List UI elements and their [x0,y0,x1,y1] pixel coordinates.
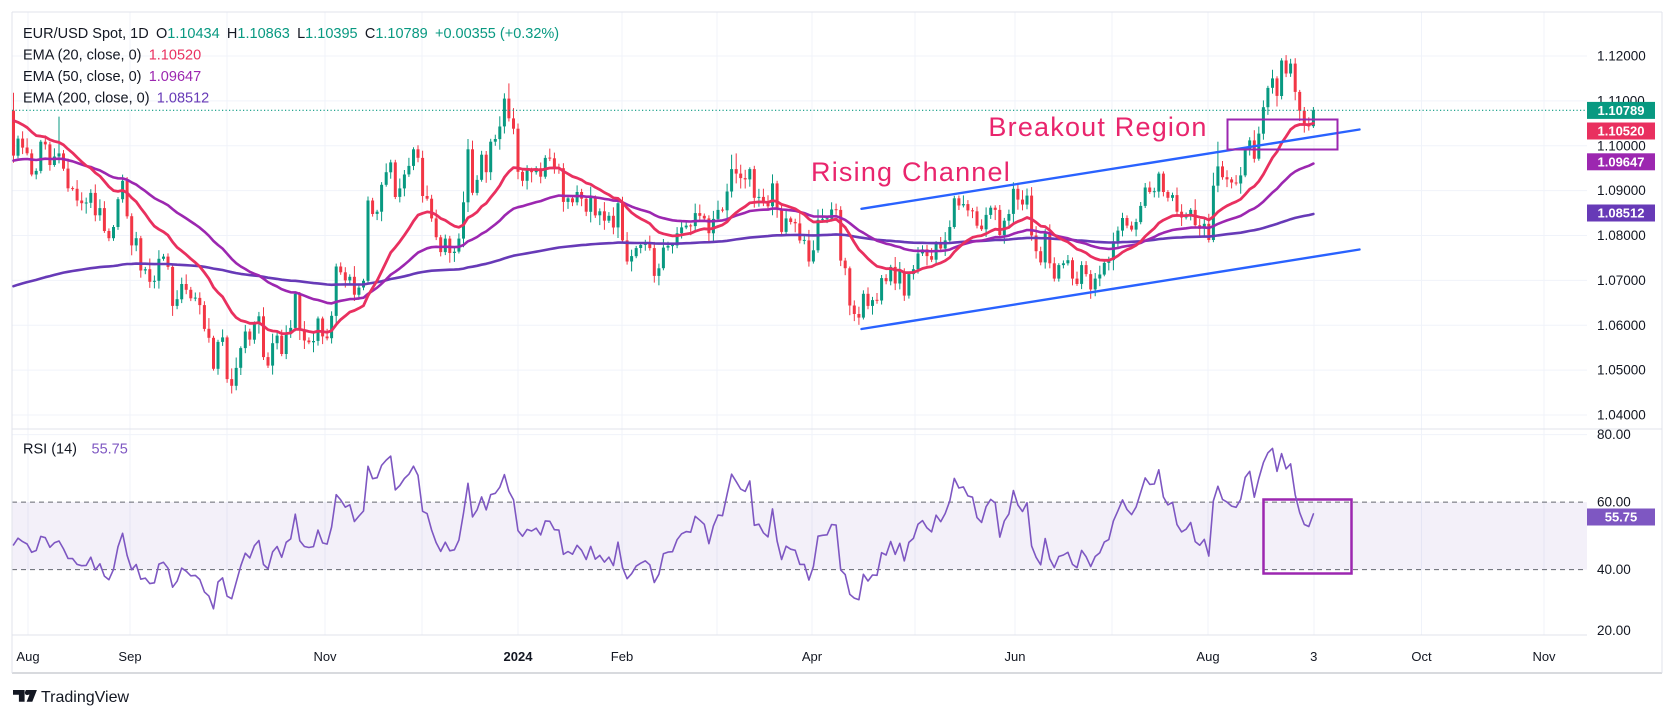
svg-text:1.06000: 1.06000 [1597,318,1646,333]
svg-text:2024: 2024 [504,649,534,664]
svg-text:EMA (50, close, 0) 1.09647: EMA (50, close, 0) 1.09647 [23,69,201,85]
svg-text:Apr: Apr [802,649,823,664]
svg-text:60.00: 60.00 [1597,495,1631,510]
svg-text:3: 3 [1310,649,1317,664]
svg-text:Nov: Nov [313,649,337,664]
svg-text:Nov: Nov [1532,649,1556,664]
svg-text:20.00: 20.00 [1597,623,1631,638]
svg-text:1.04000: 1.04000 [1597,408,1646,423]
svg-text:RSI (14) 55.75: RSI (14) 55.75 [23,442,128,458]
svg-text:Breakout Region: Breakout Region [988,112,1207,142]
svg-text:1.09000: 1.09000 [1597,183,1646,198]
svg-text:1.05000: 1.05000 [1597,363,1646,378]
svg-text:55.75: 55.75 [1605,510,1638,525]
svg-text:80.00: 80.00 [1597,427,1631,442]
svg-text:EMA (20, close, 0) 1.10520: EMA (20, close, 0) 1.10520 [23,48,201,64]
svg-text:EUR/USD Spot, 1D O1.10434 H1.1: EUR/USD Spot, 1D O1.10434 H1.10863 L1.10… [23,26,559,42]
svg-text:40.00: 40.00 [1597,562,1631,577]
svg-text:Oct: Oct [1411,649,1432,664]
svg-text:EMA (200, close, 0) 1.08512: EMA (200, close, 0) 1.08512 [23,91,209,107]
svg-text:Jun: Jun [1005,649,1026,664]
svg-text:1.10520: 1.10520 [1598,124,1645,139]
svg-text:1.12000: 1.12000 [1597,49,1646,64]
svg-text:TradingView: TradingView [41,689,129,706]
svg-text:Rising Channel: Rising Channel [811,157,1011,187]
svg-text:Aug: Aug [16,649,39,664]
svg-text:1.07000: 1.07000 [1597,273,1646,288]
svg-text:1.08000: 1.08000 [1597,228,1646,243]
svg-text:1.10000: 1.10000 [1597,138,1646,153]
svg-text:Aug: Aug [1196,649,1219,664]
svg-text:Feb: Feb [611,649,633,664]
svg-text:Sep: Sep [118,649,141,664]
svg-text:1.09647: 1.09647 [1598,154,1645,169]
svg-text:1.08512: 1.08512 [1598,206,1645,221]
svg-text:1.10789: 1.10789 [1598,103,1645,118]
